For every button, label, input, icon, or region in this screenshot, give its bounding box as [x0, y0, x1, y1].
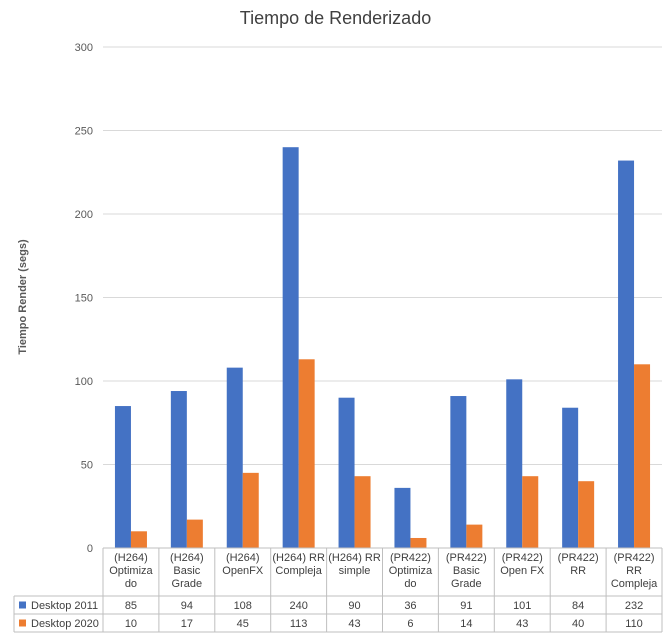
- category-label: OpenFX: [222, 565, 264, 577]
- category-label: (PR422): [446, 552, 487, 564]
- table-cell-value: 84: [572, 600, 584, 612]
- table-cell-value: 94: [181, 600, 193, 612]
- bar-desktop-2011: [618, 160, 635, 548]
- category-label: Compleja: [275, 565, 322, 577]
- bar-desktop-2011: [394, 487, 411, 548]
- legend-label: Desktop 2020: [31, 618, 99, 630]
- category-label: (PR422): [502, 552, 543, 564]
- y-tick-label: 0: [87, 543, 93, 555]
- table-cell-value: 101: [513, 600, 531, 612]
- table-cell-value: 85: [125, 600, 137, 612]
- category-label: (H264): [170, 552, 204, 564]
- bar-desktop-2020: [186, 519, 203, 548]
- bar-desktop-2020: [466, 524, 483, 548]
- category-label: do: [404, 578, 416, 590]
- bar-desktop-2020: [242, 472, 259, 548]
- category-label: Open FX: [500, 565, 545, 577]
- category-label: simple: [339, 565, 371, 577]
- table-cell-value: 113: [290, 618, 308, 630]
- category-label: Optimiza: [389, 565, 433, 577]
- bar-desktop-2020: [522, 476, 539, 548]
- category-label: Basic: [453, 565, 480, 577]
- table-cell-value: 6: [407, 618, 413, 630]
- bar-desktop-2011: [562, 407, 579, 548]
- table-cell-value: 43: [516, 618, 528, 630]
- category-label: (H264) RR: [272, 552, 325, 564]
- legend-key-desktop-2020: [19, 619, 26, 627]
- table-cell-value: 17: [181, 618, 193, 630]
- bar-desktop-2020: [410, 537, 427, 548]
- table-cell-value: 232: [625, 600, 643, 612]
- category-label: (PR422): [558, 552, 599, 564]
- table-cell-value: 91: [460, 600, 472, 612]
- category-label: Grade: [451, 578, 482, 590]
- category-label: (H264): [114, 552, 148, 564]
- y-tick-label: 300: [75, 42, 93, 54]
- category-label: (PR422): [390, 552, 431, 564]
- table-cell-value: 108: [234, 600, 252, 612]
- table-cell-value: 240: [289, 600, 307, 612]
- category-label: (H264): [226, 552, 260, 564]
- table-cell-value: 40: [572, 618, 584, 630]
- y-tick-label: 200: [75, 209, 93, 221]
- y-tick-label: 100: [75, 376, 93, 388]
- category-label: Optimiza: [109, 565, 153, 577]
- chart-title: Tiempo de Renderizado: [239, 8, 432, 28]
- y-tick-label: 250: [75, 126, 93, 138]
- category-label: (H264) RR: [328, 552, 381, 564]
- legend-key-desktop-2011: [19, 601, 26, 609]
- bar-desktop-2011: [450, 396, 467, 548]
- category-label: Grade: [172, 578, 203, 590]
- table-cell-value: 36: [404, 600, 416, 612]
- y-tick-label: 150: [75, 293, 93, 305]
- table-cell-value: 110: [625, 618, 643, 630]
- category-label: RR: [570, 565, 586, 577]
- bar-desktop-2011: [170, 391, 187, 548]
- bar-desktop-2020: [634, 364, 651, 548]
- category-label: Basic: [173, 565, 200, 577]
- table-cell-value: 10: [125, 618, 137, 630]
- table-cell-value: 90: [348, 600, 360, 612]
- bar-desktop-2020: [354, 476, 371, 548]
- category-label: (PR422): [614, 552, 655, 564]
- category-label: do: [125, 578, 137, 590]
- table-cell-value: 43: [348, 618, 360, 630]
- table-cell-value: 45: [237, 618, 249, 630]
- bar-desktop-2011: [282, 147, 299, 548]
- bar-desktop-2020: [130, 531, 147, 548]
- bar-desktop-2011: [114, 406, 131, 548]
- y-tick-label: 50: [81, 460, 93, 472]
- table-cell-value: 14: [460, 618, 472, 630]
- bar-desktop-2020: [298, 359, 315, 548]
- bar-desktop-2011: [506, 379, 523, 548]
- category-label: RR: [626, 565, 642, 577]
- bar-desktop-2011: [226, 367, 243, 548]
- bar-desktop-2011: [338, 397, 355, 548]
- category-label: Compleja: [611, 578, 658, 590]
- legend-label: Desktop 2011: [31, 600, 98, 612]
- bar-desktop-2020: [578, 481, 595, 548]
